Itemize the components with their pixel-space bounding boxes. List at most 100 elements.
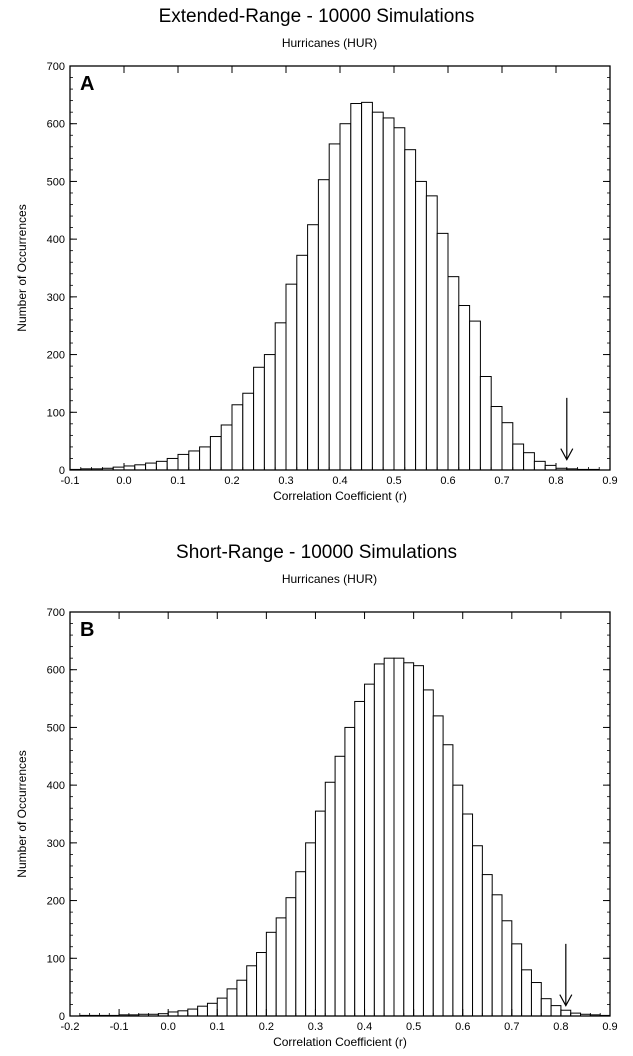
histogram-bar <box>415 180 427 471</box>
chart-title: Extended-Range - 10000 Simulations <box>158 6 475 27</box>
y-axis-label: Number of Occurrences <box>15 204 29 331</box>
histogram-bar <box>393 657 405 1017</box>
histogram-bar <box>432 715 444 1017</box>
y-tick-label: 700 <box>47 61 65 73</box>
histogram-bar <box>307 224 319 471</box>
y-tick-label: 300 <box>47 292 65 304</box>
histogram-bar <box>436 232 449 471</box>
x-tick-label: 0.7 <box>504 1021 519 1033</box>
y-tick-label: 500 <box>47 176 65 188</box>
x-tick-label: 0.0 <box>161 1021 176 1033</box>
histogram-bar <box>275 917 287 1017</box>
histogram-bar <box>364 683 375 1017</box>
arrow-head <box>560 448 574 461</box>
histogram-bar <box>134 464 147 471</box>
x-tick-label: 0.2 <box>224 475 239 487</box>
histogram-bar <box>560 1009 572 1017</box>
histogram-a: -0.1 0.0 0.1 0.2 0.3 0.4 0.5 0.6 0.7 0.8 0.9 0 100 20… <box>15 61 618 503</box>
histogram-bar <box>242 392 255 471</box>
histogram-bar <box>490 406 503 471</box>
x-axis-label: Correlation Coefficient (r) <box>273 489 407 503</box>
chart-panel-a: Extended-Range - 10000 Simulations Hurri… <box>0 0 633 520</box>
x-tick-label: 0.3 <box>278 475 293 487</box>
x-tick-label: 0.1 <box>210 1021 225 1033</box>
histogram-bar <box>231 404 244 471</box>
x-tick-label: 0.8 <box>548 475 563 487</box>
y-tick-label: 600 <box>47 665 65 677</box>
y-tick-label: 500 <box>47 722 65 734</box>
histogram-bar <box>256 952 267 1017</box>
histogram-bar <box>246 965 258 1017</box>
histogram-bar <box>314 810 326 1017</box>
histogram-bar <box>328 143 341 471</box>
histogram-bar <box>354 700 366 1017</box>
histogram-bar <box>371 111 384 471</box>
chart-panel-b: Short-Range - 10000 Simulations Hurrican… <box>0 536 633 1056</box>
panel-label: B <box>80 619 94 641</box>
chart-title: Short-Range - 10000 Simulations <box>176 542 457 563</box>
histogram-bar <box>501 422 514 471</box>
histogram-bar <box>339 123 352 471</box>
histogram-bar <box>253 366 265 471</box>
histogram-bar <box>197 1005 208 1017</box>
x-tick-label: 0.9 <box>602 1021 617 1033</box>
histogram-bar <box>382 117 395 471</box>
x-tick-label: -0.1 <box>61 475 80 487</box>
histogram-bar <box>236 979 248 1017</box>
y-tick-label: 0 <box>59 1011 65 1023</box>
y-tick-label: 100 <box>47 407 65 419</box>
y-tick-label: 100 <box>47 953 65 965</box>
y-tick-label: 200 <box>47 350 65 362</box>
histogram-bar <box>188 450 201 471</box>
x-tick-label: 0.1 <box>170 475 185 487</box>
y-tick-label: 300 <box>47 838 65 850</box>
histogram-bar <box>447 276 460 471</box>
histogram-bar <box>334 755 346 1017</box>
histogram-bar <box>295 871 307 1017</box>
histogram-bar <box>285 897 297 1017</box>
y-tick-label: 600 <box>47 119 65 131</box>
histogram-bar <box>263 354 276 471</box>
histogram-bar <box>344 726 356 1017</box>
histogram-bar <box>220 424 233 471</box>
arrow-head <box>559 994 573 1007</box>
histogram-bar <box>550 1005 562 1017</box>
x-tick-label: 0.6 <box>440 475 455 487</box>
histogram-bar <box>226 988 238 1017</box>
chart-subtitle: Hurricanes (HUR) <box>281 572 378 586</box>
histogram-bar <box>206 1002 218 1017</box>
histogram-bar <box>317 179 330 471</box>
histogram-bar <box>458 305 471 471</box>
histogram-bar <box>361 101 373 471</box>
histogram-bar <box>199 446 211 471</box>
y-tick-label: 0 <box>59 465 65 477</box>
histogram-bar <box>383 657 395 1017</box>
histogram-bar <box>296 254 309 471</box>
histogram-bar <box>523 452 535 471</box>
histogram-bar <box>324 781 336 1017</box>
histogram-bar <box>479 376 492 471</box>
histogram-bar <box>452 784 464 1017</box>
plot-frame <box>69 611 611 1017</box>
histogram-bar <box>274 322 287 471</box>
histogram-bar <box>540 998 552 1017</box>
y-tick-label: 400 <box>47 780 65 792</box>
histogram-bar <box>177 1010 189 1017</box>
histogram-bar <box>209 436 222 471</box>
y-tick-label: 700 <box>47 607 65 619</box>
histogram-bar <box>155 460 168 471</box>
histogram-bar <box>481 874 493 1017</box>
histogram-bar <box>472 845 483 1017</box>
histogram-bar <box>413 665 424 1017</box>
histogram-bar <box>491 894 503 1017</box>
histogram-bar <box>177 453 190 471</box>
x-tick-label: 0.9 <box>602 475 617 487</box>
y-tick-label: 200 <box>47 896 65 908</box>
histogram-bar <box>501 920 513 1017</box>
histogram-bar <box>533 460 546 471</box>
histogram-bar <box>145 462 157 471</box>
x-tick-label: 0.4 <box>357 1021 372 1033</box>
x-tick-label: 0.6 <box>455 1021 470 1033</box>
histogram-bar <box>442 744 454 1017</box>
histogram-bar <box>462 813 474 1017</box>
